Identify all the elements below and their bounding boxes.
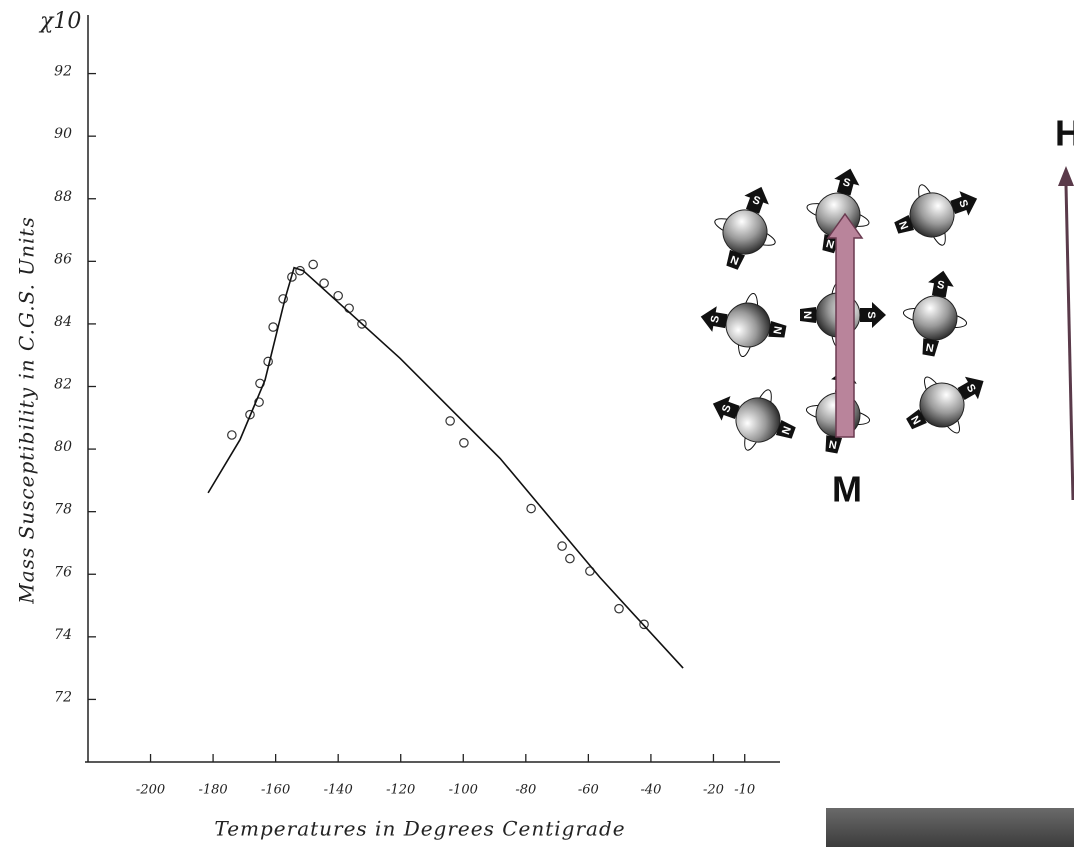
y-tick-label: 92 xyxy=(54,64,72,80)
data-point xyxy=(269,323,277,331)
y-tick-label: 82 xyxy=(54,377,72,393)
y-tick-label: 88 xyxy=(54,189,72,205)
y-tick-label: 78 xyxy=(54,502,72,518)
field-arrow-head xyxy=(1058,166,1074,186)
y-tick-label: 76 xyxy=(54,564,72,580)
spin-ball xyxy=(730,392,786,448)
y-tick-label: 90 xyxy=(54,126,72,142)
spin-ball xyxy=(912,375,972,435)
spin: SN xyxy=(897,265,975,361)
data-point xyxy=(309,260,317,268)
x-tick-label: -200 xyxy=(136,783,165,798)
spin: SN xyxy=(885,169,988,259)
field-label: H xyxy=(1055,113,1074,154)
y-tick-label: 86 xyxy=(54,251,72,267)
spin: SN xyxy=(695,285,791,363)
spin-ball xyxy=(717,204,773,260)
data-point xyxy=(558,542,566,550)
data-point xyxy=(566,554,574,562)
x-tick-label: -160 xyxy=(261,783,290,798)
spin-ball xyxy=(904,187,960,243)
x-tick-label: -100 xyxy=(449,783,478,798)
y-tick-label: 74 xyxy=(54,627,72,643)
pole-n: N xyxy=(801,311,813,319)
x-tick-label: -40 xyxy=(640,783,661,798)
figure: χ10 Mass Susceptibility in C.G.S. Units … xyxy=(0,0,1074,847)
field-arrow-shaft xyxy=(1066,185,1073,500)
fit-curve xyxy=(208,268,683,668)
spin-ball xyxy=(723,300,774,351)
y-unit-label: χ10 xyxy=(38,9,81,34)
y-tick-label: 72 xyxy=(54,689,72,705)
data-point xyxy=(446,417,454,425)
data-point xyxy=(460,439,468,447)
data-point xyxy=(228,431,236,439)
x-tick-label: -20 xyxy=(703,783,724,798)
y-axis-label: Mass Susceptibility in C.G.S. Units xyxy=(15,216,39,604)
y-tick-label: 80 xyxy=(54,439,72,455)
x-tick-label: -60 xyxy=(578,783,599,798)
data-point xyxy=(527,504,535,512)
x-tick-label: -120 xyxy=(386,783,415,798)
spin: SN xyxy=(893,353,999,451)
x-tick-label: -140 xyxy=(324,783,353,798)
x-axis-label: Temperatures in Degrees Centigrade xyxy=(214,817,625,841)
x-tick-label: -180 xyxy=(198,783,227,798)
data-point xyxy=(615,604,623,612)
pole-s: S xyxy=(865,311,877,318)
gray-bar xyxy=(826,808,1074,847)
magnetization-label: M xyxy=(832,469,862,510)
spin-ball xyxy=(910,293,961,344)
x-tick-label: -10 xyxy=(734,783,755,798)
y-tick-label: 84 xyxy=(54,314,72,330)
x-tick-label: -80 xyxy=(515,783,536,798)
page: {"chart_data": {"type": "scatter", "y_un… xyxy=(0,0,1074,847)
spin: SN xyxy=(702,176,792,279)
spin: SN xyxy=(702,374,805,464)
